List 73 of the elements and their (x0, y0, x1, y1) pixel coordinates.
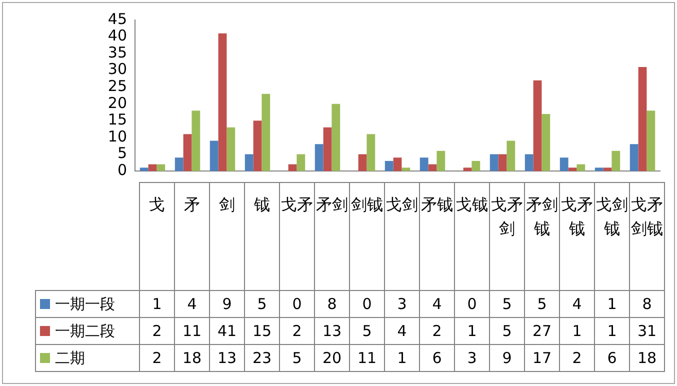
y-tick-label: 15 (108, 110, 127, 129)
x-tick-label: 戈剑钺 (595, 194, 629, 240)
data-label: 5 (350, 318, 384, 344)
x-tick-label: 矛剑 (316, 194, 348, 216)
y-tick-label: 20 (108, 94, 127, 112)
x-tick-label: 戈剑 (386, 194, 418, 216)
data-label: 9 (490, 344, 524, 372)
y-tick-label: 0 (117, 160, 127, 179)
data-label: 1 (140, 290, 174, 318)
data-label: 2 (560, 344, 594, 372)
y-tick-label: 35 (108, 43, 127, 62)
data-label: 2 (140, 344, 174, 372)
y-tick-label: 40 (108, 26, 127, 45)
data-label: 9 (210, 290, 244, 318)
data-label: 5 (524, 290, 560, 318)
data-label: 2 (280, 318, 314, 344)
y-tick-label: 5 (117, 144, 127, 162)
y-tick-label: 25 (108, 77, 127, 95)
data-label: 18 (174, 344, 210, 372)
x-tick-label: 戈钺 (456, 194, 488, 216)
data-label: 5 (490, 290, 524, 318)
x-tick-label: 戈矛 (281, 194, 313, 216)
data-label: 0 (280, 290, 314, 318)
data-label: 27 (524, 318, 560, 344)
legend-label: 一期一段 (36, 290, 140, 318)
data-label: 13 (314, 318, 350, 344)
data-label: 1 (594, 290, 630, 318)
x-tick-label: 钺 (254, 194, 270, 216)
data-label: 11 (174, 318, 210, 344)
x-tick-label: 矛剑钺 (525, 194, 559, 240)
data-label: 4 (384, 318, 420, 344)
legend-label: 一期二段 (36, 318, 140, 344)
data-label: 1 (454, 318, 490, 344)
data-label: 6 (420, 344, 454, 372)
data-label: 2 (420, 318, 454, 344)
data-label: 8 (314, 290, 350, 318)
data-label: 0 (454, 290, 490, 318)
data-label: 4 (560, 290, 594, 318)
data-label: 1 (384, 344, 420, 372)
data-label: 0 (350, 290, 384, 318)
data-label: 31 (630, 318, 664, 344)
x-tick-label: 剑 (219, 194, 235, 216)
data-label: 2 (140, 318, 174, 344)
data-label: 11 (350, 344, 384, 372)
x-tick-label: 戈矛剑 (490, 194, 524, 240)
x-tick-label: 矛钺 (421, 194, 453, 216)
y-tick-label: 30 (108, 60, 127, 78)
data-label: 18 (630, 344, 664, 372)
legend-label: 二期 (36, 344, 140, 372)
data-label: 5 (490, 318, 524, 344)
x-tick-label: 戈 (149, 194, 165, 216)
y-tick-label: 10 (108, 127, 127, 146)
data-label: 1 (560, 318, 594, 344)
data-label: 6 (594, 344, 630, 372)
data-label: 13 (210, 344, 244, 372)
data-label: 1 (594, 318, 630, 344)
x-tick-label: 戈矛剑钺 (630, 194, 664, 240)
data-label: 15 (244, 318, 280, 344)
data-label: 23 (244, 344, 280, 372)
data-label: 41 (210, 318, 244, 344)
data-label: 5 (244, 290, 280, 318)
data-label: 17 (524, 344, 560, 372)
data-label: 20 (314, 344, 350, 372)
data-label: 3 (454, 344, 490, 372)
data-label: 8 (630, 290, 664, 318)
data-label: 3 (384, 290, 420, 318)
data-label: 4 (174, 290, 210, 318)
y-tick-label: 45 (108, 10, 127, 28)
data-label: 5 (280, 344, 314, 372)
x-tick-label: 戈矛钺 (560, 194, 594, 240)
x-tick-label: 剑钺 (351, 194, 383, 216)
data-label: 4 (420, 290, 454, 318)
x-tick-label: 矛 (184, 194, 200, 216)
